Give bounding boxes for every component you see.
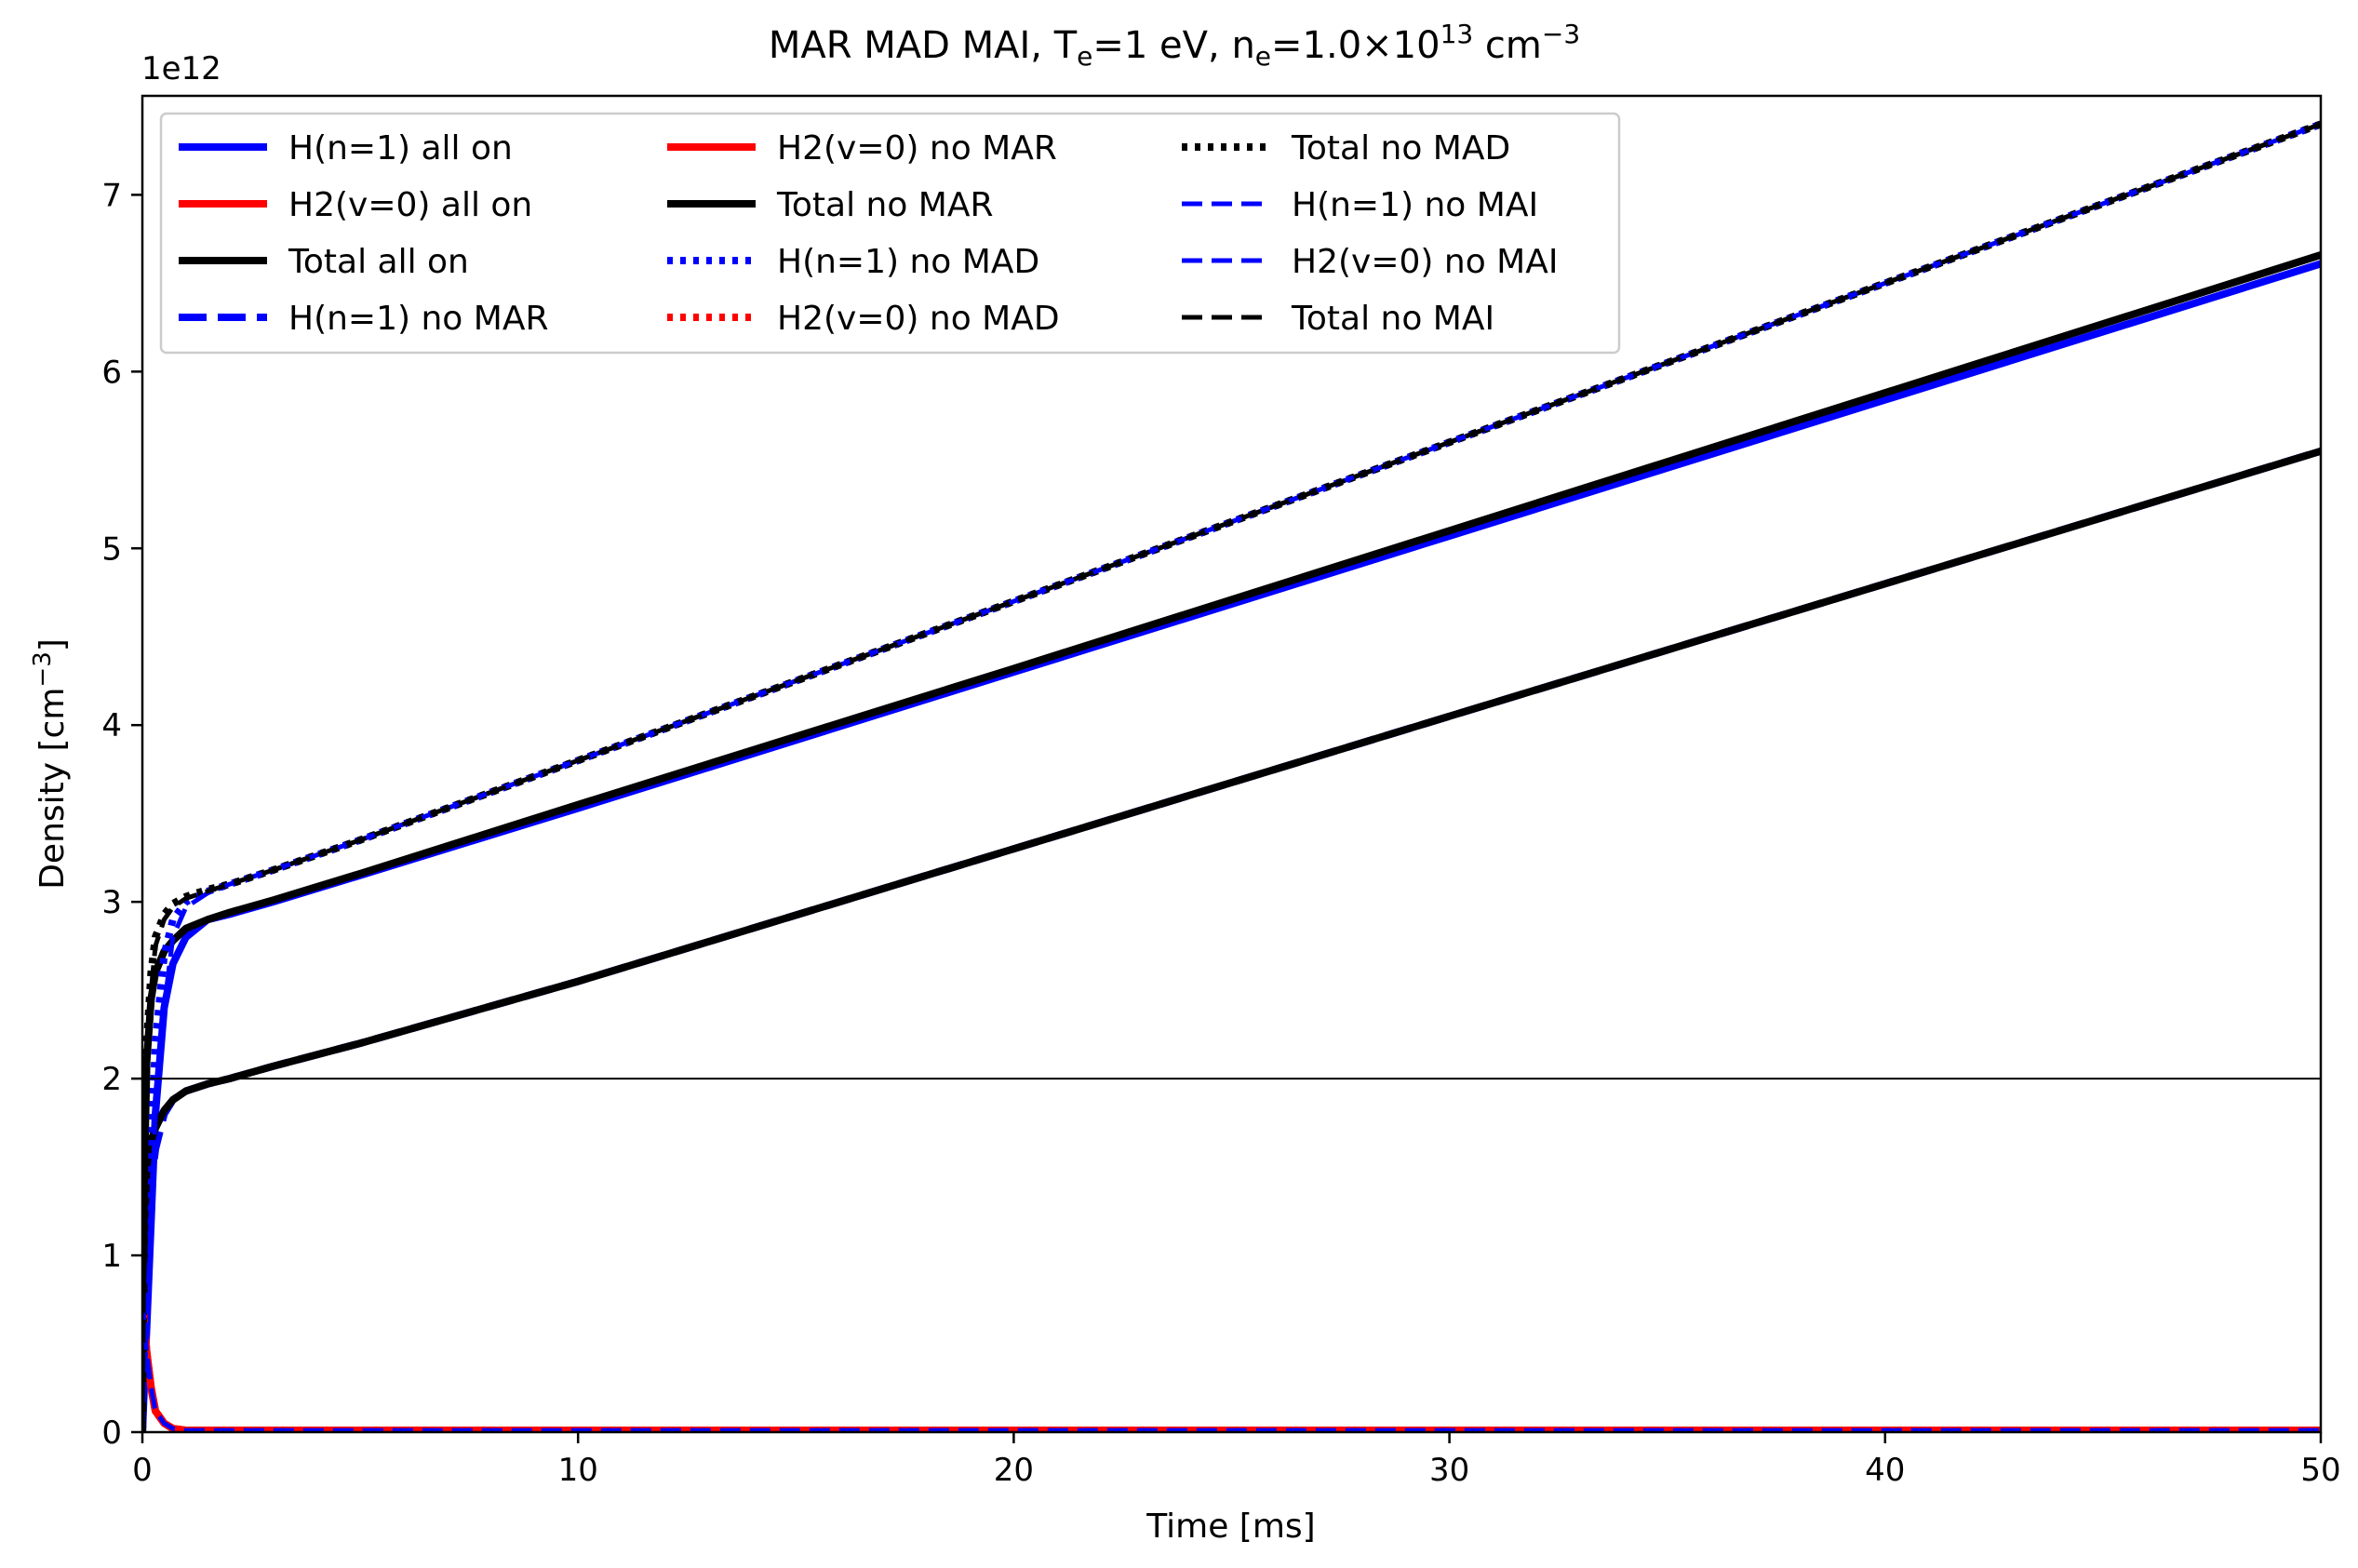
y-tick-label: 4 [101, 707, 122, 744]
title-sup: 13 [1440, 19, 1474, 49]
y-tick-label: 3 [101, 884, 122, 921]
x-tick-label: 10 [558, 1452, 598, 1489]
chart-title: MAR MAD MAI, Te=1 eV, ne=1.0×1013 cm−3 [769, 19, 1580, 72]
x-tick-label: 0 [132, 1452, 153, 1489]
title-unit: cm [1473, 24, 1542, 67]
y-axis-label-sup: −3 [29, 651, 57, 687]
series-line-11 [142, 122, 2321, 1432]
title-sub-1: e [1077, 41, 1092, 72]
y-axis-label-close: ] [33, 638, 72, 651]
legend-label: H2(v=0) no MAI [1292, 243, 1558, 281]
x-axis: 0 10 20 30 40 50 [132, 1432, 2341, 1489]
y-tick-label: 2 [101, 1061, 122, 1098]
series-line-2 [142, 251, 2321, 1432]
y-tick-label: 5 [101, 530, 122, 568]
legend-label: H2(v=0) no MAR [777, 129, 1057, 168]
x-tick-label: 50 [2300, 1452, 2340, 1489]
title-tail: =1.0×10 [1271, 24, 1440, 67]
legend-label: H(n=1) all on [288, 129, 513, 168]
x-tick-label: 30 [1429, 1452, 1469, 1489]
legend-label: Total all on [288, 243, 469, 281]
legend-label: Total no MAR [776, 186, 994, 224]
legend-label: H(n=1) no MAR [288, 300, 548, 338]
series-line-10 [142, 1299, 2321, 1432]
legend-label: Total no MAD [1291, 129, 1510, 168]
title-sub-2: e [1255, 41, 1271, 72]
series-layer [142, 120, 2321, 1432]
y-tick-label: 6 [101, 354, 122, 391]
legend-label: H2(v=0) all on [288, 186, 532, 224]
axes-frame [141, 94, 2323, 1434]
y-tick-label: 7 [101, 177, 122, 214]
x-tick-label: 40 [1865, 1452, 1905, 1489]
legend-label: H(n=1) no MAI [1292, 186, 1538, 224]
legend-label: H(n=1) no MAD [777, 243, 1039, 281]
legend-label: H2(v=0) no MAD [777, 300, 1060, 338]
x-axis-label: Time [ms] [1146, 1508, 1315, 1546]
y-axis-label: Density [cm−3] [29, 638, 72, 890]
x-tick-label: 20 [994, 1452, 1034, 1489]
legend-label: Total no MAI [1291, 300, 1494, 338]
legend: H(n=1) all on H2(v=0) all on Total all on H… [159, 112, 1621, 355]
y-tick-label: 1 [101, 1238, 122, 1275]
title-mid: =1 eV, n [1092, 24, 1254, 67]
y-axis: 0 1 2 3 4 5 6 7 [101, 177, 142, 1452]
y-offset-label: 1e12 [141, 50, 221, 87]
series-line-5 [142, 447, 2321, 1432]
legend-frame [159, 112, 1621, 355]
title-unit-sup: −3 [1542, 19, 1580, 49]
series-line-7 [142, 1299, 2321, 1432]
y-tick-label: 0 [101, 1414, 122, 1452]
